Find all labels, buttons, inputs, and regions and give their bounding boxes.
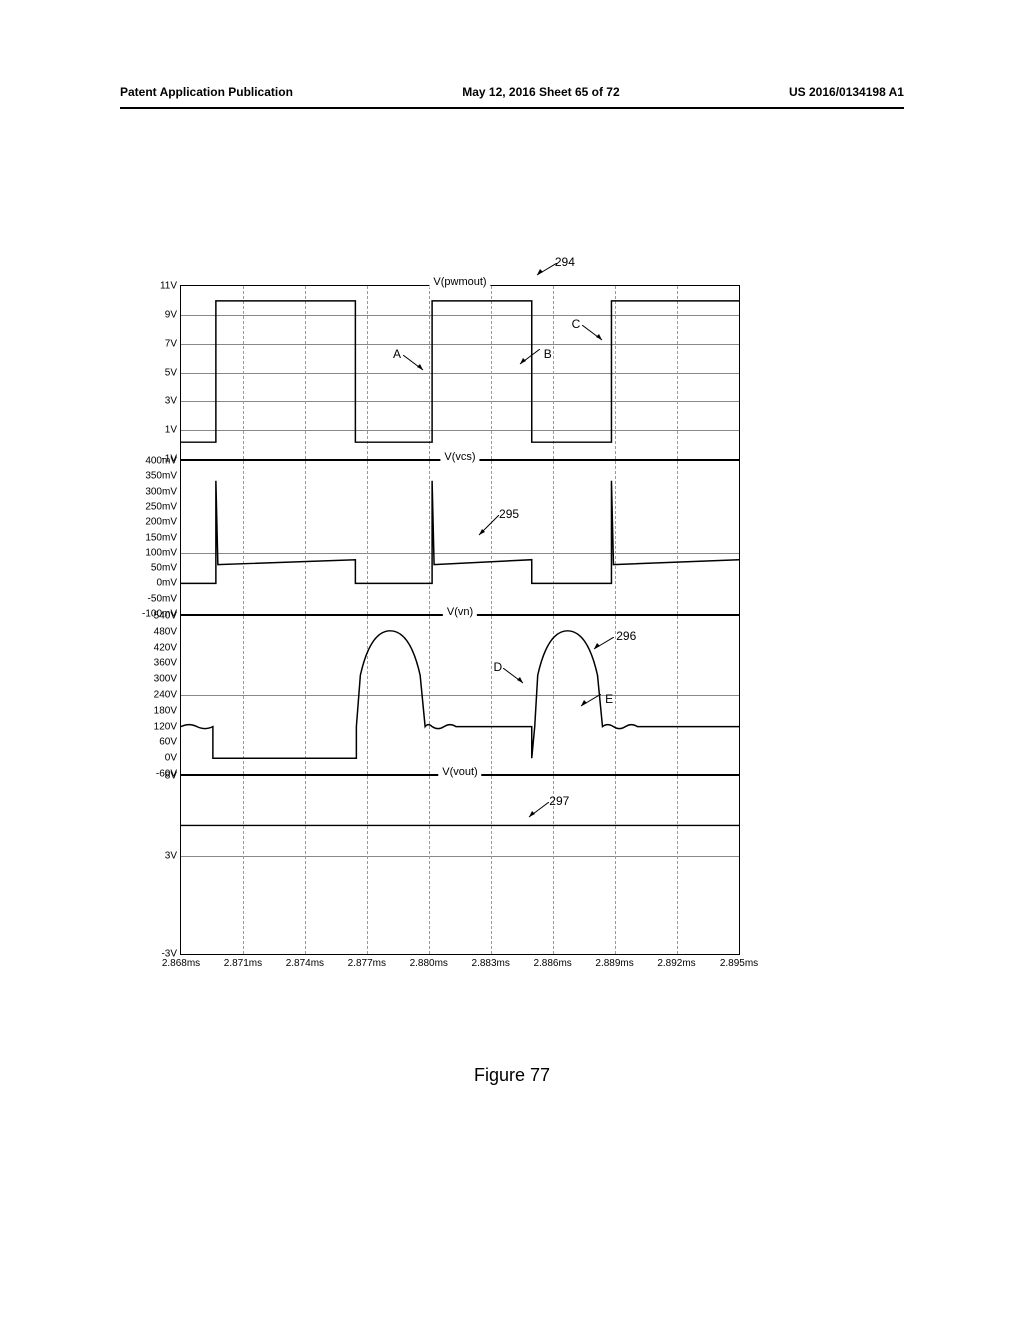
y-label: 7V [165, 338, 177, 349]
y-label: 9V [165, 309, 177, 320]
x-label: 2.880ms [410, 958, 448, 969]
y-label: 300mV [145, 486, 177, 497]
y-label: -50mV [148, 593, 177, 604]
subplot-title-1: V(pwmout) [429, 276, 490, 288]
y-label: 8V [165, 771, 177, 782]
subplot-title-2: V(vcs) [440, 451, 479, 463]
y-label: 200mV [145, 517, 177, 528]
y-label: 3V [165, 851, 177, 862]
waveform-vout [181, 776, 739, 954]
y-label: 300V [154, 674, 177, 685]
header-divider [120, 107, 904, 109]
x-label: 2.877ms [348, 958, 386, 969]
subplot-title-4: V(vout) [438, 766, 481, 778]
x-label: 2.883ms [472, 958, 510, 969]
annotation-A: A [393, 347, 401, 361]
subplot-vcs: V(vcs) 400mV 350mV 300mV 250mV 200mV 150… [180, 460, 740, 615]
header-right: US 2016/0134198 A1 [789, 85, 904, 105]
x-label: 2.868ms [162, 958, 200, 969]
y-label: 360V [154, 658, 177, 669]
subplot-title-3: V(vn) [443, 606, 477, 618]
page-header: Patent Application Publication May 12, 2… [0, 85, 1024, 105]
subplot-pwmout: V(pwmout) 11V 9V 7V 5V 3V 1V -1V A B [180, 285, 740, 460]
x-label: 2.889ms [595, 958, 633, 969]
y-label: 540V [154, 611, 177, 622]
waveform-vn [181, 616, 739, 774]
y-label: 180V [154, 705, 177, 716]
ref-294: 294 [555, 255, 575, 269]
y-label: 400mV [145, 456, 177, 467]
ref-297: 297 [549, 794, 569, 808]
y-label: 240V [154, 690, 177, 701]
annotation-C: C [572, 317, 581, 331]
annotation-B: B [544, 347, 552, 361]
y-label: 0mV [156, 578, 177, 589]
x-label: 2.886ms [533, 958, 571, 969]
y-label: 0V [165, 753, 177, 764]
waveform-vcs [181, 461, 739, 614]
subplot-vout: V(vout) 8V 3V -3V 297 2.868ms 2.871ms 2.… [180, 775, 740, 955]
y-label: 420V [154, 642, 177, 653]
y-label: 250mV [145, 501, 177, 512]
y-label: 1V [165, 425, 177, 436]
y-label: 3V [165, 396, 177, 407]
y-label: 5V [165, 367, 177, 378]
header-center: May 12, 2016 Sheet 65 of 72 [462, 85, 619, 105]
y-label: 150mV [145, 532, 177, 543]
x-label: 2.892ms [657, 958, 695, 969]
ref-295: 295 [499, 507, 519, 521]
figure-caption: Figure 77 [474, 1065, 550, 1086]
annotation-D: D [493, 660, 502, 674]
y-label: 11V [160, 281, 177, 292]
ref-296: 296 [616, 629, 636, 643]
y-label: 120V [154, 721, 177, 732]
x-label: 2.874ms [286, 958, 324, 969]
x-label: 2.871ms [224, 958, 262, 969]
waveform-pwmout [181, 286, 739, 459]
y-label: 50mV [151, 563, 177, 574]
subplot-vn: V(vn) 540V 480V 420V 360V 300V 240V 180V… [180, 615, 740, 775]
y-label: 480V [154, 626, 177, 637]
y-label: 60V [159, 737, 177, 748]
y-label: 100mV [145, 547, 177, 558]
chart-container: V(pwmout) 11V 9V 7V 5V 3V 1V -1V A B [180, 285, 740, 975]
annotation-E: E [605, 692, 613, 706]
header-left: Patent Application Publication [120, 85, 293, 105]
x-label: 2.895ms [720, 958, 758, 969]
y-label: 350mV [145, 471, 177, 482]
